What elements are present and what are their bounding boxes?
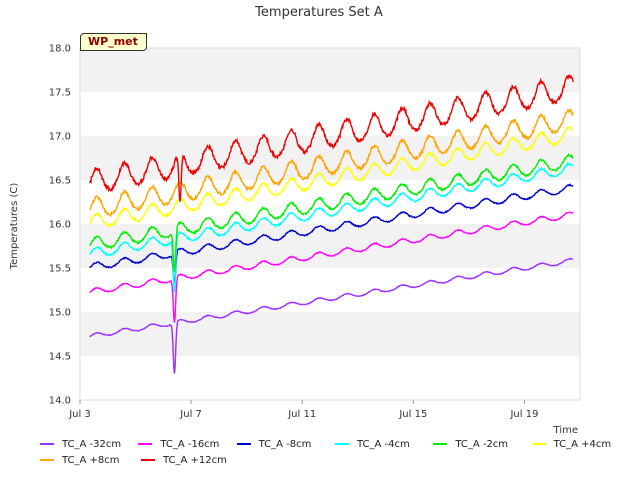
grid-band <box>80 92 580 136</box>
grid-band <box>80 356 580 400</box>
x-tick-label: Jul 19 <box>509 409 538 420</box>
series-line <box>89 107 574 218</box>
legend-label: TC_A +12cm <box>163 454 227 466</box>
legend-label: TC_A -8cm <box>258 438 312 450</box>
legend-swatch <box>334 443 349 445</box>
y-tick-label: 15.0 <box>49 308 71 319</box>
x-tick-label: Jul 3 <box>68 409 91 420</box>
legend-swatch <box>141 459 155 461</box>
legend-item: TC_A +4cm <box>530 439 628 450</box>
legend-label: TC_A +8cm <box>62 454 120 466</box>
y-tick-label: 14.0 <box>49 396 71 407</box>
legend-label: TC_A -4cm <box>356 438 410 450</box>
legend-item: TC_A -32cm <box>38 439 136 450</box>
legend-item: TC_A +12cm <box>139 455 240 466</box>
series-line <box>89 126 574 229</box>
grid-band <box>80 268 580 312</box>
y-axis-label: Temperatures (C) <box>9 183 20 271</box>
y-tick-label: 15.5 <box>49 264 71 275</box>
grid-band <box>80 180 580 224</box>
legend-item: TC_A -16cm <box>136 439 234 450</box>
y-tick-label: 16.0 <box>49 220 71 231</box>
legend-label: TC_A -32cm <box>62 438 122 450</box>
grid-band <box>80 312 580 356</box>
x-tick-label: Jul 11 <box>287 409 316 420</box>
series-lines <box>89 74 574 374</box>
legend-swatch <box>138 443 153 445</box>
legend-row: TC_A -32cm TC_A -16cm TC_A -8cm TC_A -4cm TC… <box>38 436 628 452</box>
legend-swatch <box>531 443 546 445</box>
legend-swatch <box>236 443 251 445</box>
series-line <box>89 183 574 286</box>
y-tick-label: 16.5 <box>49 176 71 187</box>
y-tick-label: 14.5 <box>49 352 71 363</box>
legend-swatch <box>433 443 448 445</box>
series-line <box>89 257 574 374</box>
grid-bands <box>79 47 581 401</box>
chart-title: Temperatures Set A <box>254 5 383 20</box>
y-tick-label: 18.0 <box>49 44 71 55</box>
legend-label: TC_A +4cm <box>553 438 612 450</box>
series-line <box>89 161 574 293</box>
site-label: WP_met <box>80 33 147 51</box>
plot-frame <box>79 47 581 401</box>
y-axis: 14.0 14.5 15.0 15.5 16.0 16.5 17.0 17.5 18.0 <box>49 44 71 407</box>
x-tick-label: Jul 15 <box>398 409 427 420</box>
x-tick-label: Jul 7 <box>179 409 202 420</box>
grid-band <box>80 48 580 92</box>
series-line <box>89 74 574 202</box>
legend-item: TC_A +8cm <box>38 455 139 466</box>
legend-item: TC_A -8cm <box>235 439 333 450</box>
x-axis-label: Time <box>553 425 578 436</box>
legend-swatch <box>40 459 54 461</box>
legend-item: TC_A -2cm <box>431 439 529 450</box>
x-axis: Jul 3 Jul 7 Jul 11 Jul 15 Jul 19 <box>68 400 538 420</box>
legend-item: TC_A -4cm <box>333 439 431 450</box>
series-line <box>89 211 574 323</box>
legend-label: TC_A -2cm <box>455 438 509 450</box>
legend-swatch <box>40 443 54 445</box>
legend-row: TC_A +8cm TC_A +12cm <box>38 452 628 468</box>
legend: TC_A -32cm TC_A -16cm TC_A -8cm TC_A -4cm TC… <box>38 436 628 468</box>
y-tick-label: 17.5 <box>49 88 71 99</box>
series-line <box>89 152 574 273</box>
legend-label: TC_A -16cm <box>160 438 220 450</box>
y-tick-label: 17.0 <box>49 132 71 143</box>
